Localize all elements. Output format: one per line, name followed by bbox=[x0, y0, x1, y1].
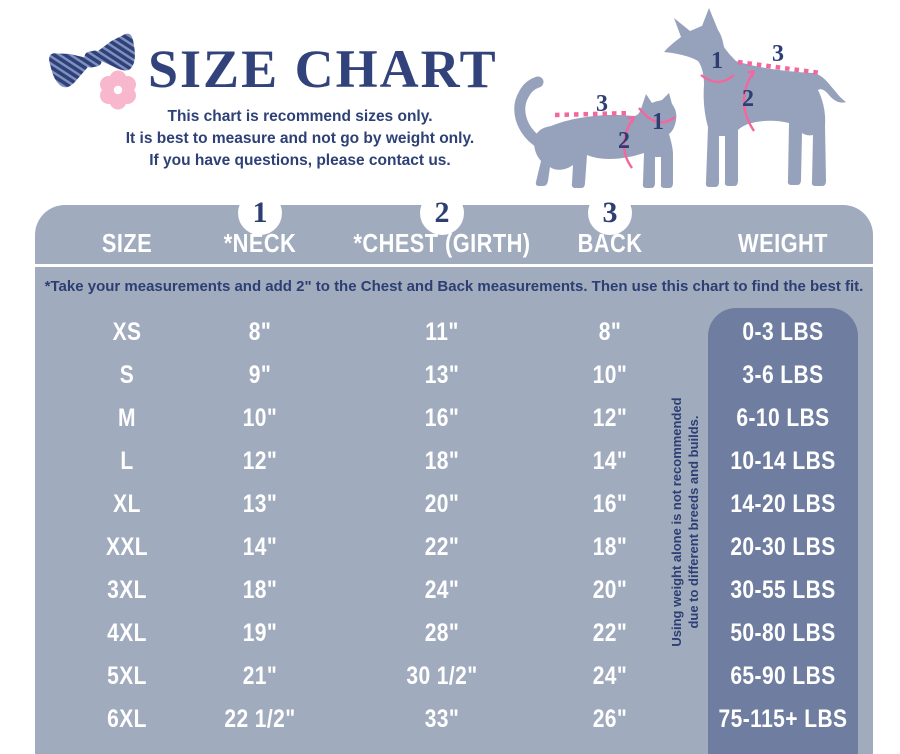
cell-back: 14" bbox=[592, 447, 628, 475]
subtitle-line: If you have questions, please contact us… bbox=[149, 152, 451, 169]
cell-chest: 22" bbox=[424, 533, 460, 561]
cell-neck: 22 1/2" bbox=[224, 705, 296, 733]
weight-disclaimer-line: due to different breeds and builds. bbox=[686, 415, 701, 629]
cell-size: XXL bbox=[105, 533, 149, 561]
table-rows: XS 8" 11" 8" 0-3 LBS S 9" 13" 10" 3-6 LBS M 10" 16" 1… bbox=[35, 311, 873, 741]
table-row: 5XL 21" 30 1/2" 24" 65-90 LBS bbox=[35, 655, 873, 698]
page-title: SIZE CHART bbox=[148, 39, 498, 99]
cell-size: XS bbox=[112, 318, 142, 346]
weight-disclaimer: Using weight alone is not recommended du… bbox=[668, 372, 704, 672]
table-row: L 12" 18" 14" 10-14 LBS bbox=[35, 440, 873, 483]
cell-chest: 11" bbox=[425, 318, 459, 346]
cell-size: S bbox=[119, 361, 135, 389]
cell-weight: 14-20 LBS bbox=[730, 490, 836, 518]
flower-icon bbox=[100, 70, 136, 110]
cell-weight: 20-30 LBS bbox=[730, 533, 836, 561]
cell-chest: 30 1/2" bbox=[406, 662, 478, 690]
cell-chest: 18" bbox=[424, 447, 460, 475]
cell-weight: 30-55 LBS bbox=[730, 576, 836, 604]
dog-back-marker: 3 bbox=[772, 41, 784, 67]
neck-marker-badge: 1 bbox=[238, 191, 282, 235]
table-row: XS 8" 11" 8" 0-3 LBS bbox=[35, 311, 873, 354]
cell-back: 22" bbox=[592, 619, 628, 647]
table-row: XXL 14" 22" 18" 20-30 LBS bbox=[35, 526, 873, 569]
cell-weight: 0-3 LBS bbox=[742, 318, 824, 346]
cell-weight: 10-14 LBS bbox=[730, 447, 836, 475]
measurement-diagram: 3 1 2 1 2 3 bbox=[514, 8, 846, 188]
cell-chest: 16" bbox=[424, 404, 460, 432]
column-header-weight: WEIGHT bbox=[738, 228, 828, 258]
cell-size: 3XL bbox=[107, 576, 147, 604]
cell-neck: 18" bbox=[242, 576, 278, 604]
cat-chest-marker: 2 bbox=[618, 128, 630, 154]
cell-size: XL bbox=[113, 490, 141, 518]
weight-disclaimer-line: Using weight alone is not recommended bbox=[669, 397, 684, 647]
cell-weight: 50-80 LBS bbox=[730, 619, 836, 647]
subtitle: This chart is recommend sizes only. It i… bbox=[70, 106, 530, 172]
cell-weight: 3-6 LBS bbox=[742, 361, 824, 389]
dog-silhouette-icon bbox=[664, 8, 846, 187]
table-row: 6XL 22 1/2" 33" 26" 75-115+ LBS bbox=[35, 698, 873, 741]
column-header-size: SIZE bbox=[101, 228, 153, 258]
cell-size: 4XL bbox=[107, 619, 147, 647]
cell-size: 5XL bbox=[107, 662, 147, 690]
cell-chest: 28" bbox=[424, 619, 460, 647]
cell-size: 6XL bbox=[107, 705, 147, 733]
cell-back: 20" bbox=[592, 576, 628, 604]
cell-weight: 65-90 LBS bbox=[730, 662, 836, 690]
cell-size: L bbox=[120, 447, 134, 475]
cell-neck: 12" bbox=[242, 447, 278, 475]
table-header-row: SIZE *NECK *CHEST (GIRTH) BACK WEIGHT bbox=[35, 225, 873, 261]
cell-weight: 6-10 LBS bbox=[736, 404, 830, 432]
measurement-note: *Take your measurements and add 2" to th… bbox=[44, 278, 864, 295]
cell-back: 16" bbox=[592, 490, 628, 518]
cat-silhouette-icon bbox=[514, 76, 677, 188]
back-marker-badge: 3 bbox=[588, 191, 632, 235]
cell-neck: 8" bbox=[248, 318, 272, 346]
cell-back: 10" bbox=[592, 361, 628, 389]
size-table: 1 2 3 SIZE *NECK *CHEST (GIRTH) BACK WEI… bbox=[35, 191, 873, 754]
cell-neck: 9" bbox=[248, 361, 272, 389]
subtitle-line: This chart is recommend sizes only. bbox=[167, 108, 433, 125]
cell-size: M bbox=[118, 404, 136, 432]
cat-back-marker: 3 bbox=[596, 91, 608, 117]
table-row: S 9" 13" 10" 3-6 LBS bbox=[35, 354, 873, 397]
cell-chest: 13" bbox=[424, 361, 460, 389]
cell-chest: 20" bbox=[424, 490, 460, 518]
table-row: M 10" 16" 12" 6-10 LBS bbox=[35, 397, 873, 440]
table-row: 3XL 18" 24" 20" 30-55 LBS bbox=[35, 569, 873, 612]
weight-column-panel bbox=[708, 308, 858, 754]
cat-neck-marker: 1 bbox=[652, 109, 664, 135]
cell-back: 12" bbox=[592, 404, 628, 432]
cell-neck: 19" bbox=[242, 619, 278, 647]
cell-back: 24" bbox=[592, 662, 628, 690]
chest-marker-badge: 2 bbox=[420, 191, 464, 235]
cat-measure-marks: 3 1 2 bbox=[554, 91, 676, 169]
cell-neck: 14" bbox=[242, 533, 278, 561]
cell-back: 8" bbox=[598, 318, 622, 346]
bow-tie-icon bbox=[49, 33, 135, 88]
cell-neck: 10" bbox=[242, 404, 278, 432]
dog-chest-marker: 2 bbox=[742, 86, 754, 112]
dog-measure-marks: 1 2 3 bbox=[700, 41, 822, 132]
logo bbox=[49, 33, 136, 110]
cell-neck: 13" bbox=[242, 490, 278, 518]
cell-neck: 21" bbox=[242, 662, 278, 690]
cell-chest: 33" bbox=[424, 705, 460, 733]
dog-neck-marker: 1 bbox=[711, 48, 723, 74]
cell-chest: 24" bbox=[424, 576, 460, 604]
subtitle-line: It is best to measure and not go by weig… bbox=[125, 130, 475, 147]
cell-back: 26" bbox=[592, 705, 628, 733]
cell-weight: 75-115+ LBS bbox=[718, 705, 848, 733]
header-divider bbox=[35, 264, 873, 267]
table-row: XL 13" 20" 16" 14-20 LBS bbox=[35, 483, 873, 526]
cell-back: 18" bbox=[592, 533, 628, 561]
table-row: 4XL 19" 28" 22" 50-80 LBS bbox=[35, 612, 873, 655]
